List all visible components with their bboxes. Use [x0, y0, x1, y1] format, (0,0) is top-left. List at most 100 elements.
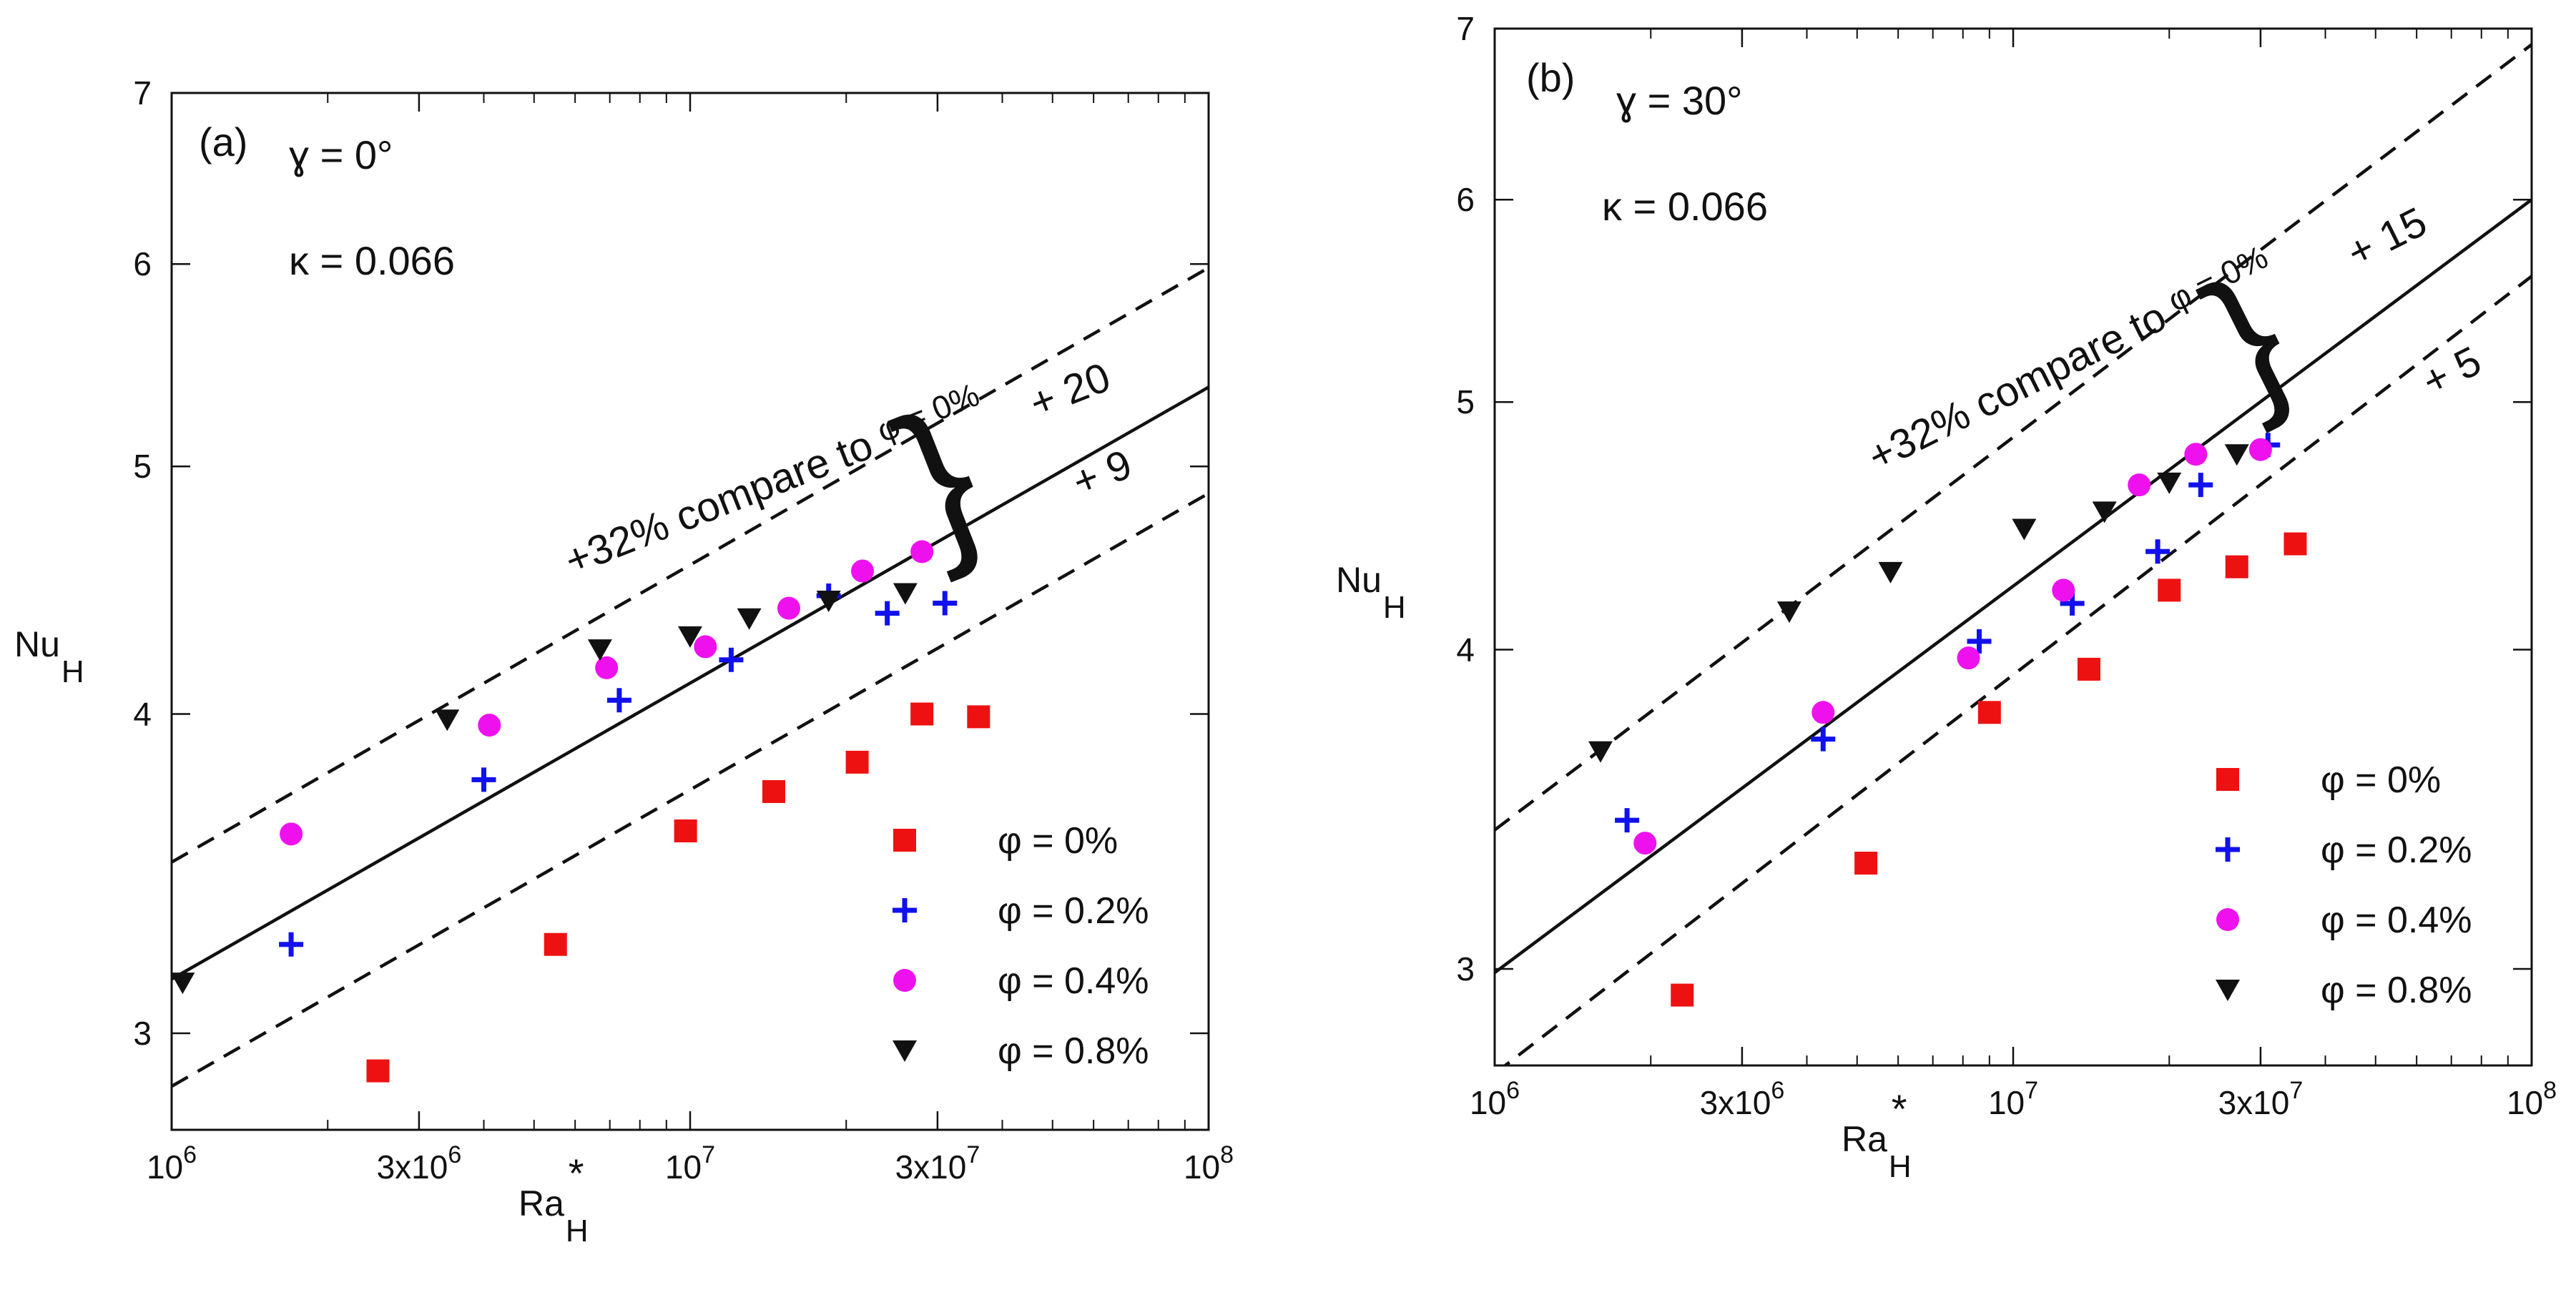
- dashed-bound-line: [172, 491, 1209, 1088]
- data-point-circle: [2184, 443, 2208, 466]
- data-point-square: [845, 750, 869, 774]
- x-tick-label: 108: [1184, 1141, 1234, 1186]
- legend-marker-triangle-down: [2216, 980, 2240, 1001]
- data-point-circle: [851, 559, 875, 583]
- y-tick-label: 6: [1456, 181, 1475, 218]
- data-point-plus: [1811, 727, 1836, 752]
- panel-label-b: (b): [1526, 55, 1575, 100]
- data-point-circle: [1633, 832, 1657, 855]
- y-tick-label: 4: [133, 695, 152, 732]
- data-point-plus: [1967, 629, 1992, 654]
- data-point-square: [967, 705, 990, 729]
- data-point-triangle-down: [587, 639, 612, 661]
- data-point-square: [762, 779, 785, 803]
- data-point-triangle-down: [893, 583, 918, 605]
- data-point-circle: [777, 596, 800, 620]
- data-point-triangle-down: [2224, 444, 2249, 466]
- data-point-plus: [2188, 473, 2213, 498]
- data-point-square: [1854, 852, 1878, 875]
- data-point-circle: [280, 822, 303, 846]
- legend-marker-square: [2216, 768, 2239, 791]
- x-tick-label: 3x107: [2218, 1077, 2304, 1121]
- legend-marker-square: [893, 829, 916, 852]
- y-tick-label: 7: [133, 74, 152, 112]
- panel-a: NuH RaH* (a) ɣ = 0° κ = 0.066 +32% compa…: [14, 74, 1234, 1249]
- data-point-square: [544, 932, 567, 956]
- y-tick-label: 3: [133, 1015, 152, 1052]
- data-point-circle: [1957, 646, 1980, 670]
- data-point-plus: [279, 932, 304, 957]
- data-point-circle: [2248, 438, 2272, 461]
- data-point-triangle-down: [1776, 601, 1801, 624]
- dashed-bound-line: [1503, 275, 2532, 1065]
- data-point-triangle-down: [737, 608, 762, 630]
- legend-marker-circle: [893, 969, 916, 992]
- plus-top-annotation-b: + 15: [2340, 198, 2434, 276]
- data-point-square: [2284, 532, 2307, 556]
- x-tick-label: 106: [1470, 1077, 1520, 1121]
- y-axis-title-a: NuH: [14, 624, 84, 689]
- legend-label: φ = 0.8%: [998, 1030, 1149, 1072]
- x-tick-label: 3x106: [1700, 1077, 1785, 1121]
- data-point-triangle-down: [1878, 561, 1903, 584]
- brace-icon-a: }: [872, 369, 1006, 585]
- data-point-circle: [694, 635, 717, 659]
- y-tick-label: 3: [1456, 950, 1475, 988]
- y-tick-label: 5: [133, 448, 152, 485]
- data-point-circle: [2128, 473, 2151, 497]
- y-tick-label: 6: [133, 245, 152, 282]
- data-point-plus: [1615, 808, 1640, 833]
- legend-label: φ = 0.4%: [2321, 900, 2472, 941]
- data-point-plus: [875, 601, 900, 626]
- data-point-triangle-down: [678, 626, 702, 648]
- legend-label: φ = 0%: [998, 820, 1118, 862]
- data-point-plus: [471, 767, 496, 792]
- y-tick-label: 4: [1456, 631, 1475, 668]
- dashed-bound-line: [172, 266, 1209, 864]
- data-point-triangle-down: [2012, 518, 2037, 541]
- data-point-square: [366, 1059, 390, 1083]
- data-point-square: [1671, 983, 1694, 1007]
- data-point-square: [2225, 555, 2248, 578]
- x-tick-label: 107: [1988, 1077, 2038, 1121]
- legend-label: φ = 0%: [2321, 759, 2441, 801]
- legend-marker-plus: [2216, 837, 2240, 862]
- data-point-triangle-down: [170, 973, 195, 995]
- angle-label-b: ɣ = 30°: [1616, 78, 1743, 123]
- data-point-triangle-down: [435, 709, 460, 732]
- y-axis-title-b: NuH: [1336, 560, 1406, 625]
- legend-marker-triangle-down: [893, 1040, 917, 1062]
- legend-label: φ = 0.4%: [998, 960, 1149, 1002]
- x-tick-label: 108: [2507, 1077, 2557, 1121]
- plus-bottom-annotation-a: + 9: [1066, 440, 1138, 506]
- legend-marker-plus: [893, 898, 917, 922]
- data-point-square: [2077, 657, 2100, 681]
- angle-label-a: ɣ = 0°: [289, 132, 393, 177]
- data-point-circle: [1811, 701, 1835, 724]
- data-point-square: [2158, 578, 2181, 602]
- data-point-circle: [2052, 578, 2075, 602]
- data-point-triangle-down: [2092, 501, 2117, 523]
- data-point-triangle-down: [1588, 741, 1613, 763]
- panel-b: NuH RaH* (b) ɣ = 30° κ = 0.066 +32% comp…: [1336, 10, 2557, 1184]
- data-point-square: [910, 702, 934, 726]
- x-axis-title-a: RaH*: [518, 1151, 589, 1249]
- x-tick-label: 3x107: [895, 1141, 980, 1186]
- data-point-circle: [910, 540, 934, 563]
- dashed-bound-line: [1495, 43, 2532, 832]
- kappa-label-b: κ = 0.066: [1602, 184, 1768, 229]
- plus-bottom-annotation-b: + 5: [2415, 338, 2489, 405]
- legend-label: φ = 0.2%: [2321, 829, 2472, 871]
- x-tick-label: 107: [665, 1141, 715, 1186]
- data-point-square: [1977, 701, 2001, 724]
- data-point-square: [674, 819, 697, 843]
- data-point-plus: [2145, 539, 2171, 564]
- y-tick-label: 5: [1456, 383, 1475, 420]
- fit-line: [1495, 198, 2532, 974]
- panel-label-a: (a): [199, 119, 247, 164]
- x-axis-title-b: RaH*: [1842, 1086, 1912, 1184]
- data-point-plus: [933, 591, 958, 616]
- legend-marker-circle: [2216, 908, 2239, 931]
- x-tick-label: 3x106: [377, 1141, 462, 1186]
